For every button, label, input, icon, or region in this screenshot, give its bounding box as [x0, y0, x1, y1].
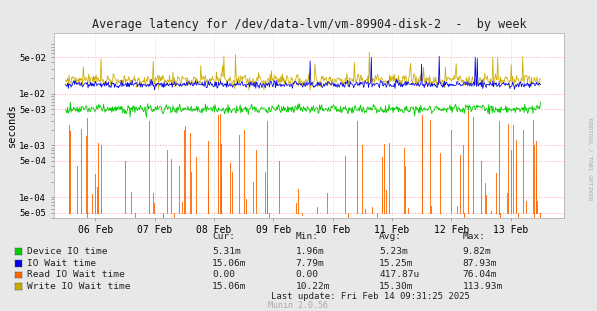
Text: 0.00: 0.00 — [296, 271, 319, 279]
Title: Average latency for /dev/data-lvm/vm-89904-disk-2  -  by week: Average latency for /dev/data-lvm/vm-899… — [91, 18, 527, 31]
Text: 1.96m: 1.96m — [296, 247, 324, 256]
Text: 15.06m: 15.06m — [212, 259, 247, 267]
Text: Cur:: Cur: — [212, 232, 235, 241]
Text: 76.04m: 76.04m — [463, 271, 497, 279]
Text: 7.79m: 7.79m — [296, 259, 324, 267]
Text: 9.82m: 9.82m — [463, 247, 491, 256]
Text: RRDTOOL / TOBI OETIKER: RRDTOOL / TOBI OETIKER — [587, 118, 592, 201]
Text: Max:: Max: — [463, 232, 486, 241]
Text: 15.06m: 15.06m — [212, 282, 247, 291]
Text: Munin 2.0.56: Munin 2.0.56 — [269, 301, 328, 310]
Text: 87.93m: 87.93m — [463, 259, 497, 267]
Text: 113.93m: 113.93m — [463, 282, 503, 291]
Text: Avg:: Avg: — [379, 232, 402, 241]
Text: 10.22m: 10.22m — [296, 282, 330, 291]
Text: Read IO Wait time: Read IO Wait time — [27, 271, 125, 279]
Text: 0.00: 0.00 — [212, 271, 235, 279]
Text: 15.25m: 15.25m — [379, 259, 414, 267]
Text: 5.23m: 5.23m — [379, 247, 408, 256]
Text: IO Wait time: IO Wait time — [27, 259, 96, 267]
Text: Write IO Wait time: Write IO Wait time — [27, 282, 130, 291]
Text: Last update: Fri Feb 14 09:31:25 2025: Last update: Fri Feb 14 09:31:25 2025 — [270, 292, 470, 301]
Text: 5.31m: 5.31m — [212, 247, 241, 256]
Y-axis label: seconds: seconds — [7, 103, 17, 147]
Text: 417.87u: 417.87u — [379, 271, 419, 279]
Text: Device IO time: Device IO time — [27, 247, 107, 256]
Text: Min:: Min: — [296, 232, 319, 241]
Text: 15.30m: 15.30m — [379, 282, 414, 291]
